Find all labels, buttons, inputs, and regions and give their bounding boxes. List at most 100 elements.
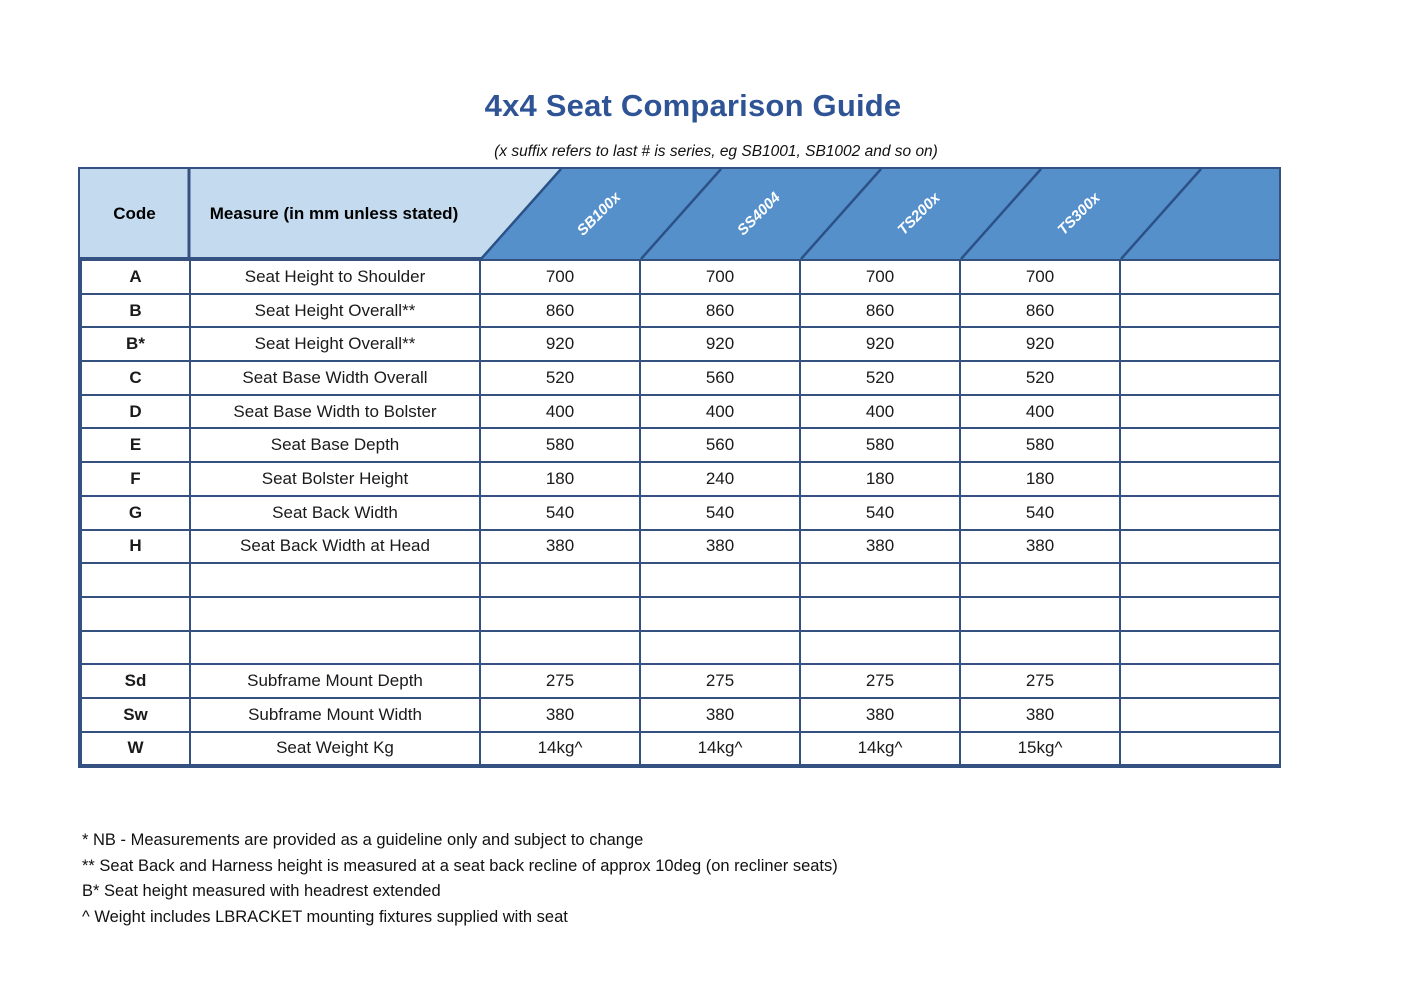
- measure-cell: [189, 629, 481, 666]
- value-cell: [1119, 595, 1281, 632]
- comparison-table: Code Measure (in mm unless stated) SB100…: [78, 167, 1281, 769]
- value-cell: 240: [639, 461, 801, 497]
- measure-cell: Seat Base Depth: [189, 427, 481, 464]
- table-row: [80, 629, 1281, 666]
- table-row: C Seat Base Width Overall 520 560 520 520: [80, 360, 1281, 396]
- measure-cell: Seat Height Overall**: [189, 292, 481, 329]
- measure-cell: [189, 562, 481, 598]
- value-cell: 180: [799, 461, 961, 497]
- value-cell: [1119, 461, 1281, 497]
- measure-cell: Seat Height Overall**: [189, 326, 481, 363]
- code-cell: [80, 595, 191, 632]
- value-cell: [1119, 393, 1281, 430]
- code-cell: W: [80, 730, 191, 767]
- table-row: [80, 562, 1281, 598]
- value-cell: [799, 562, 961, 598]
- value-cell: [959, 562, 1121, 598]
- page-subtitle: (x suffix refers to last # is series, eg…: [494, 143, 938, 160]
- value-cell: 380: [479, 528, 641, 565]
- value-cell: [959, 629, 1121, 666]
- value-cell: 520: [799, 360, 961, 396]
- code-cell: F: [80, 461, 191, 497]
- value-cell: 380: [959, 696, 1121, 733]
- footnote-line: B* Seat height measured with headrest ex…: [82, 882, 441, 900]
- measure-cell: Seat Back Width: [189, 494, 481, 531]
- comparison-table-grid: A Seat Height to Shoulder 700 700 700 700 B Sea…: [80, 259, 1281, 767]
- table-row: G Seat Back Width 540 540 540 540: [80, 494, 1281, 531]
- value-cell: 560: [639, 427, 801, 464]
- value-cell: 380: [639, 528, 801, 565]
- value-cell: [1119, 562, 1281, 598]
- value-cell: 275: [479, 663, 641, 699]
- value-cell: [479, 562, 641, 598]
- code-cell: D: [80, 393, 191, 430]
- measure-cell: [189, 595, 481, 632]
- table-row: A Seat Height to Shoulder 700 700 700 700: [80, 259, 1281, 295]
- table-row: B* Seat Height Overall** 920 920 920 920: [80, 326, 1281, 363]
- value-cell: [1119, 427, 1281, 464]
- value-cell: 400: [799, 393, 961, 430]
- value-cell: [479, 595, 641, 632]
- measure-cell: Seat Height to Shoulder: [189, 259, 481, 295]
- value-cell: 540: [639, 494, 801, 531]
- value-cell: [799, 595, 961, 632]
- value-cell: 520: [959, 360, 1121, 396]
- value-cell: 920: [799, 326, 961, 363]
- value-cell: [1119, 259, 1281, 295]
- value-cell: 14kg^: [479, 730, 641, 767]
- value-cell: [479, 629, 641, 666]
- value-cell: 580: [479, 427, 641, 464]
- code-cell: E: [80, 427, 191, 464]
- value-cell: 275: [959, 663, 1121, 699]
- code-cell: [80, 562, 191, 598]
- value-cell: [1119, 528, 1281, 565]
- measure-cell: Seat Weight Kg: [189, 730, 481, 767]
- code-cell: H: [80, 528, 191, 565]
- diagonal-header-graphic: [187, 169, 1279, 259]
- value-cell: 400: [959, 393, 1121, 430]
- value-cell: [1119, 494, 1281, 531]
- value-cell: 540: [479, 494, 641, 531]
- measure-cell: Subframe Mount Width: [189, 696, 481, 733]
- code-cell: B*: [80, 326, 191, 363]
- value-cell: 275: [639, 663, 801, 699]
- table-row: W Seat Weight Kg 14kg^ 14kg^ 14kg^ 15kg^: [80, 730, 1281, 767]
- value-cell: [799, 629, 961, 666]
- table-row: Sw Subframe Mount Width 380 380 380 380: [80, 696, 1281, 733]
- table-row: E Seat Base Depth 580 560 580 580: [80, 427, 1281, 464]
- value-cell: 540: [799, 494, 961, 531]
- table-header: Code Measure (in mm unless stated) SB100…: [80, 169, 1279, 259]
- value-cell: 14kg^: [639, 730, 801, 767]
- value-cell: [639, 629, 801, 666]
- value-cell: 380: [799, 528, 961, 565]
- measure-cell: Seat Base Width to Bolster: [189, 393, 481, 430]
- value-cell: [639, 595, 801, 632]
- value-cell: [1119, 696, 1281, 733]
- page-title: 4x4 Seat Comparison Guide: [484, 88, 902, 123]
- table-row: Sd Subframe Mount Depth 275 275 275 275: [80, 663, 1281, 699]
- table-row: D Seat Base Width to Bolster 400 400 400 400: [80, 393, 1281, 430]
- footnotes: * NB - Measurements are provided as a gu…: [82, 828, 838, 930]
- value-cell: 180: [479, 461, 641, 497]
- value-cell: 860: [479, 292, 641, 329]
- code-cell: Sd: [80, 663, 191, 699]
- table-row: F Seat Bolster Height 180 240 180 180: [80, 461, 1281, 497]
- measure-cell: Subframe Mount Depth: [189, 663, 481, 699]
- value-cell: 580: [959, 427, 1121, 464]
- value-cell: 400: [479, 393, 641, 430]
- measure-cell: Seat Base Width Overall: [189, 360, 481, 396]
- value-cell: [1119, 292, 1281, 329]
- header-cell-code: Code: [113, 204, 156, 223]
- code-cell: G: [80, 494, 191, 531]
- value-cell: [1119, 663, 1281, 699]
- value-cell: 860: [799, 292, 961, 329]
- footnote-line: ^ Weight includes LBRACKET mounting fixt…: [82, 907, 568, 926]
- value-cell: 700: [799, 259, 961, 295]
- value-cell: [1119, 326, 1281, 363]
- value-cell: 920: [959, 326, 1121, 363]
- value-cell: 380: [639, 696, 801, 733]
- value-cell: 14kg^: [799, 730, 961, 767]
- value-cell: 860: [959, 292, 1121, 329]
- code-cell: [80, 629, 191, 666]
